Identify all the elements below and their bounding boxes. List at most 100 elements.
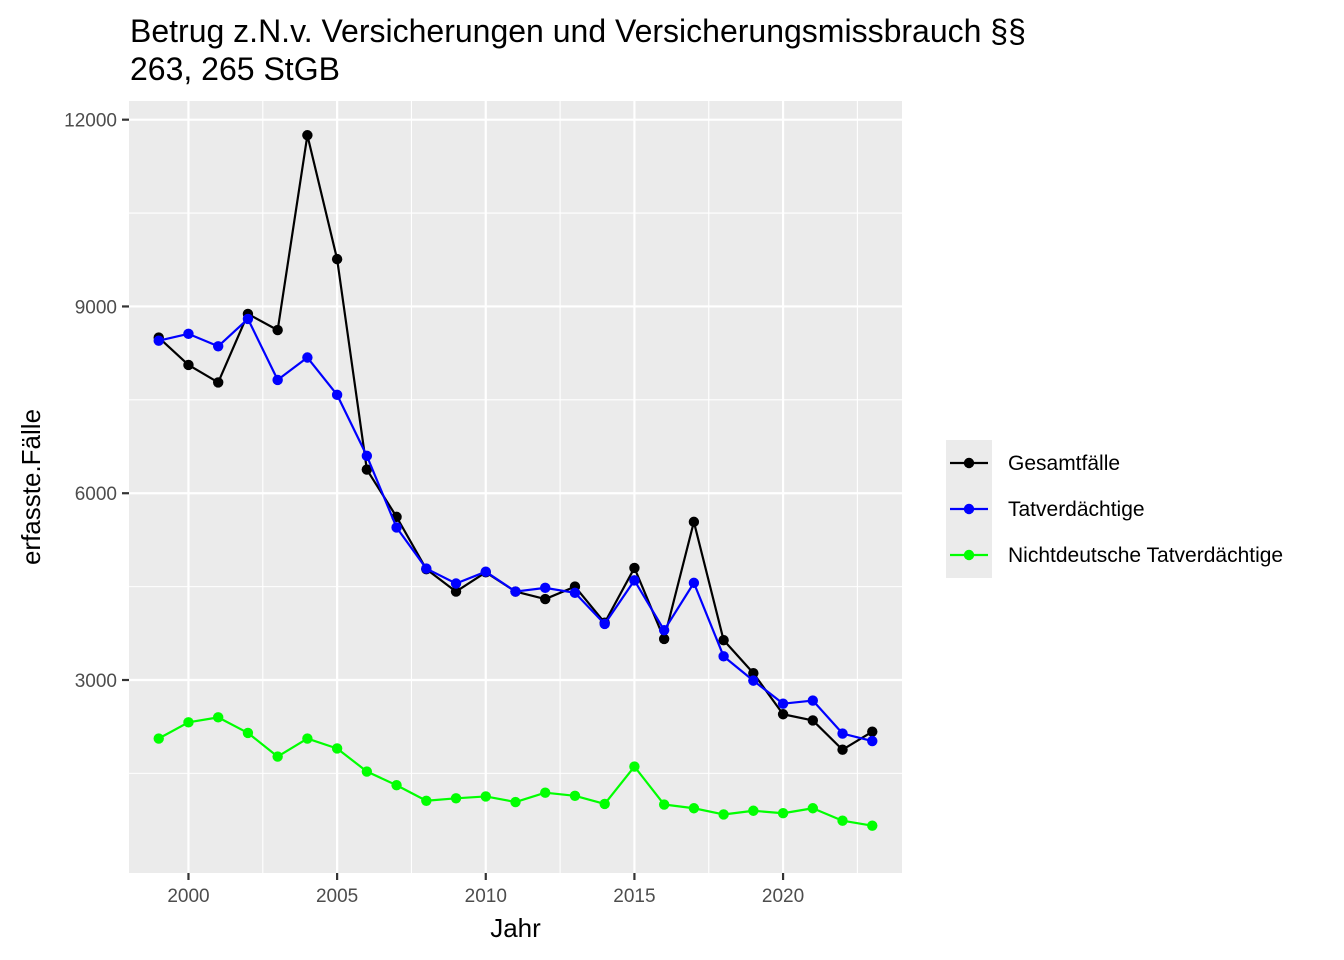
legend-key-point bbox=[963, 457, 975, 469]
data-point bbox=[777, 808, 789, 819]
series-1 bbox=[153, 313, 878, 747]
legend-key-point bbox=[963, 503, 975, 515]
x-axis-title: Jahr bbox=[490, 913, 541, 943]
legend: Gesamtfälle Tatverdächtige Nichtdeutsche T… bbox=[946, 440, 1283, 578]
data-point bbox=[540, 787, 551, 798]
data-point bbox=[421, 563, 432, 574]
data-point bbox=[540, 593, 551, 605]
data-point bbox=[569, 587, 581, 599]
data-point bbox=[599, 798, 610, 810]
data-point bbox=[718, 651, 729, 662]
data-point bbox=[867, 726, 878, 737]
data-point bbox=[361, 464, 373, 475]
data-point bbox=[450, 578, 462, 589]
chart-title-line-1: Betrug z.N.v. Versicherungen und Versich… bbox=[130, 13, 1026, 49]
x-tick-label: 2015 bbox=[613, 886, 655, 907]
data-point bbox=[837, 815, 848, 826]
plot-panel bbox=[129, 101, 902, 873]
data-point bbox=[777, 709, 789, 720]
data-point bbox=[569, 790, 581, 801]
y-tick-label: 12000 bbox=[64, 111, 117, 132]
data-point bbox=[272, 751, 283, 762]
data-point bbox=[361, 766, 373, 777]
data-point bbox=[183, 359, 194, 371]
data-point bbox=[391, 522, 402, 533]
data-point bbox=[867, 735, 878, 747]
data-point bbox=[421, 795, 432, 806]
series-2 bbox=[153, 712, 878, 831]
data-point bbox=[450, 586, 462, 597]
chart-title-line-2: 263, 265 StGB bbox=[130, 51, 340, 87]
data-point bbox=[658, 799, 670, 810]
y-axis: 3000 6000 9000 12000 bbox=[64, 111, 129, 692]
legend-label: Gesamtfälle bbox=[1008, 452, 1120, 475]
data-point bbox=[807, 715, 819, 726]
data-point bbox=[718, 634, 729, 646]
legend-item: Nichtdeutsche Tatverdächtige bbox=[950, 544, 1283, 567]
data-point bbox=[837, 744, 848, 755]
data-point bbox=[688, 577, 700, 589]
x-tick-label: 2005 bbox=[316, 886, 358, 907]
data-point bbox=[153, 335, 164, 346]
x-tick-label: 2000 bbox=[167, 886, 209, 907]
data-point bbox=[302, 130, 313, 141]
data-point bbox=[212, 712, 224, 723]
data-point bbox=[302, 352, 313, 363]
data-point bbox=[718, 809, 729, 820]
data-point bbox=[629, 562, 640, 574]
data-point bbox=[777, 698, 789, 709]
legend-label: Nichtdeutsche Tatverdächtige bbox=[1008, 544, 1283, 567]
data-point bbox=[510, 586, 521, 597]
data-point bbox=[183, 328, 194, 340]
data-point bbox=[302, 733, 313, 744]
series-layer bbox=[153, 130, 878, 831]
data-point bbox=[450, 793, 462, 804]
data-point bbox=[540, 582, 551, 594]
data-point bbox=[748, 667, 759, 679]
minor-gridlines bbox=[129, 101, 902, 873]
data-point bbox=[867, 820, 878, 831]
data-point bbox=[658, 633, 670, 645]
major-gridlines bbox=[129, 101, 902, 873]
data-point bbox=[272, 324, 283, 336]
data-point bbox=[688, 803, 700, 814]
data-point bbox=[480, 791, 491, 802]
y-tick-label: 6000 bbox=[75, 484, 117, 505]
data-point bbox=[629, 761, 640, 772]
data-point bbox=[748, 675, 759, 686]
legend-label: Tatverdächtige bbox=[1008, 498, 1145, 521]
data-point bbox=[331, 743, 343, 754]
legend-item: Tatverdächtige bbox=[950, 498, 1145, 521]
x-axis: 2000 2005 2010 2015 2020 bbox=[167, 873, 804, 907]
data-point bbox=[629, 575, 640, 586]
data-point bbox=[331, 389, 343, 401]
data-point bbox=[688, 516, 700, 528]
data-point bbox=[212, 377, 224, 388]
y-tick-label: 3000 bbox=[75, 671, 117, 692]
data-point bbox=[510, 796, 521, 808]
legend-item: Gesamtfälle bbox=[950, 452, 1120, 475]
data-point bbox=[183, 717, 194, 728]
data-point bbox=[480, 566, 491, 577]
data-point bbox=[153, 733, 164, 744]
data-point bbox=[272, 374, 283, 386]
data-point bbox=[807, 803, 819, 814]
data-point bbox=[331, 253, 343, 265]
data-point bbox=[212, 341, 224, 352]
data-point bbox=[242, 727, 254, 739]
x-tick-label: 2010 bbox=[465, 886, 507, 907]
chart-title: Betrug z.N.v. Versicherungen und Versich… bbox=[130, 13, 1026, 87]
legend-key-point bbox=[963, 549, 975, 561]
data-point bbox=[658, 624, 670, 636]
y-tick-label: 9000 bbox=[75, 297, 117, 318]
data-point bbox=[361, 450, 373, 462]
data-point bbox=[599, 618, 610, 630]
data-point bbox=[391, 780, 402, 791]
x-tick-label: 2020 bbox=[762, 886, 804, 907]
y-axis-title: erfasste.Fälle bbox=[16, 409, 46, 565]
data-point bbox=[242, 313, 254, 325]
data-point bbox=[748, 805, 759, 816]
data-point bbox=[807, 695, 819, 706]
data-point bbox=[837, 728, 848, 739]
